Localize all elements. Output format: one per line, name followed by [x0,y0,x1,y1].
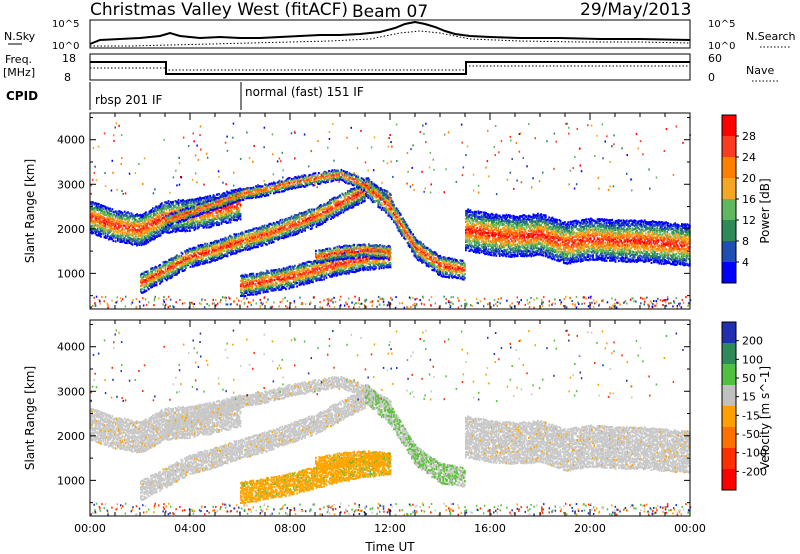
colorbar-tick-label: 15 [742,391,756,404]
date-label: 29/May/2013 [580,0,692,20]
velocity-colorbar-label: Velocity [m s^-1] [758,366,772,470]
nsky-trace [89,20,691,45]
nsearch-bottom-tick: 10^0 [708,41,735,52]
power-ylabel: Slant Range [km] [23,159,37,263]
power-y-axis: 1000 2000 3000 4000 [57,116,690,297]
colorbar-swatch [722,136,736,157]
x-tick-label: 00:00 [674,522,706,535]
freq-top-tick: 18 [62,52,76,65]
colorbar-tick-label: 12 [742,214,756,227]
colorbar-tick-label: 8 [742,235,749,248]
power-echo-band [465,208,691,267]
colorbar-tick-label: -100 [742,447,767,460]
y-tick-label: 3000 [57,385,85,398]
colorbar-swatch [722,178,736,199]
nsearch-top-tick: 10^5 [708,19,735,30]
colorbar-tick-label: 16 [742,193,756,206]
velocity-colorbar: 200 100 50 15 -15 -50 -100 -200 [721,321,767,491]
cpid-label: CPID [6,89,38,103]
velocity-y-axis: 1000 2000 3000 4000 [57,323,690,504]
freq-label: Freq. [5,53,32,66]
nave-trace [90,65,690,71]
y-tick-label: 4000 [57,134,85,147]
xaxis-label: Time UT [364,540,415,554]
x-tick-label: 00:00 [74,522,106,535]
colorbar-tick-label: 20 [742,172,756,185]
velocity-scatter-noise [90,329,692,516]
colorbar-swatch [722,115,736,136]
velocity-echo-band [365,384,466,488]
y-tick-label: 2000 [57,223,85,236]
colorbar-swatch [722,157,736,178]
power-data-layer [90,122,692,309]
velocity-x-axis: 00:00 04:00 08:00 12:00 16:00 20:00 00:00 [74,320,706,535]
power-colorbar: 28 24 20 16 12 8 4 [721,114,756,284]
nave-top-tick: 60 [708,52,722,65]
colorbar-tick-label: -15 [742,409,760,422]
colorbar-swatch [722,406,736,427]
velocity-echo-band [315,450,391,471]
velocity-data-layer [90,329,692,516]
beam-label: Beam 07 [352,2,428,22]
velocity-ylabel: Slant Range [km] [23,366,37,470]
colorbar-swatch [722,364,736,385]
colorbar-tick-label: -200 [742,465,767,478]
nsky-label: N.Sky [4,30,36,43]
freq-trace [90,61,690,75]
y-tick-label: 1000 [57,474,85,487]
x-tick-label: 16:00 [474,522,506,535]
colorbar-swatch [722,241,736,262]
cpid-program-1: rbsp 201 IF [95,93,162,107]
y-tick-label: 4000 [57,341,85,354]
power-echo-band [140,180,367,294]
x-tick-label: 04:00 [174,522,206,535]
colorbar-swatch [722,427,736,448]
nsky-bottom-tick: 10^0 [52,41,79,52]
colorbar-frame [721,321,737,491]
colorbar-swatch [722,199,736,220]
colorbar-swatch [722,343,736,364]
colorbar-tick-label: 24 [742,151,756,164]
power-echo-band [365,177,466,281]
cpid-strip: CPID rbsp 201 IF normal (fast) 151 IF [6,82,364,110]
x-tick-label: 08:00 [274,522,306,535]
nsearch-trace [90,30,691,47]
power-panel: 1000 2000 3000 4000 Slant Range [km] 28 24 20… [23,112,772,310]
freq-unit-label: [MHz] [3,66,35,79]
power-echo-band [315,243,391,264]
colorbar-tick-label: 4 [742,256,749,269]
colorbar-tick-label: -50 [742,428,760,441]
nave-bottom-tick: 0 [708,71,715,84]
colorbar-tick-label: 50 [742,372,756,385]
colorbar-tick-label: 100 [742,353,763,366]
colorbar-swatch [722,262,736,283]
colorbar-swatch [722,322,736,343]
power-x-ticks [89,113,691,309]
velocity-panel: 1000 2000 3000 4000 00:00 04:00 08:00 12:00 16:… [23,319,772,554]
freq-bottom-tick: 8 [64,71,71,84]
colorbar-swatch [722,469,736,490]
colorbar-swatch [722,385,736,406]
x-tick-label: 20:00 [574,522,606,535]
y-tick-label: 3000 [57,178,85,191]
power-colorbar-label: Power [dB] [758,178,772,243]
nsky-strip: N.Sky 10^5 10^0 10^5 10^0 N.Search [4,19,796,52]
colorbar-swatch [722,448,736,469]
y-tick-label: 1000 [57,267,85,280]
velocity-echo-band [140,387,367,501]
chart-title: Christmas Valley West (fitACF) [90,0,348,20]
freq-strip: Freq. [MHz] 18 8 60 0 Nave [3,52,780,84]
velocity-echo-band [465,415,691,474]
y-tick-label: 2000 [57,430,85,443]
colorbar-swatch [722,220,736,241]
cpid-program-2: normal (fast) 151 IF [245,85,364,99]
x-tick-label: 12:00 [374,522,406,535]
nsearch-label: N.Search [746,30,796,43]
nsky-top-tick: 10^5 [52,19,79,30]
colorbar-tick-label: 200 [742,335,763,348]
nave-label: Nave [746,64,774,77]
colorbar-tick-label: 28 [742,130,756,143]
power-scatter-noise [90,122,692,309]
